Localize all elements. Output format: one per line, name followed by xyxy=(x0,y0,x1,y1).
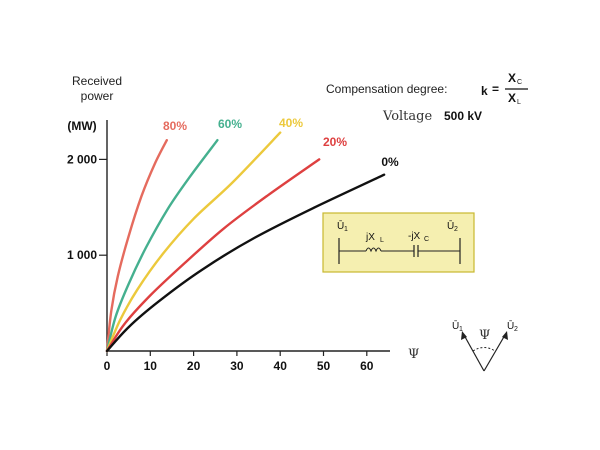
phasor-angle-arc xyxy=(472,347,496,352)
series-label-60pct: 60% xyxy=(218,117,242,131)
phasor-u2-sub: 2 xyxy=(514,326,518,333)
x-tick-label: 50 xyxy=(317,359,331,373)
phasor-u1-sub: 1 xyxy=(459,326,463,333)
phasor-u1-label: Ū xyxy=(452,320,459,332)
circuit-u2-sub: 2 xyxy=(454,226,458,233)
x-axis-label: Ψ xyxy=(408,347,419,362)
series-labels: 80% 60% 40% 20% 0% xyxy=(163,116,399,169)
compensation-label: Compensation degree: xyxy=(326,82,447,96)
voltage-label: Voltage xyxy=(382,109,432,124)
phasor-u2-vector xyxy=(483,334,506,372)
fraction-denominator: X xyxy=(508,91,516,105)
fraction-denominator-sub: L xyxy=(517,99,521,106)
equals-sign: = xyxy=(492,82,499,96)
series-label-40pct: 40% xyxy=(279,116,303,130)
circuit-jxc-sub: C xyxy=(424,236,429,243)
phasor-u1-vector xyxy=(463,334,485,372)
y-tick-label: 2 000 xyxy=(67,152,97,166)
y-axis-unit: (MW) xyxy=(67,119,96,133)
fraction-numerator-sub: C xyxy=(517,79,522,86)
series-label-20pct: 20% xyxy=(323,135,347,149)
series-line-60pct xyxy=(105,139,219,353)
fraction-numerator: X xyxy=(508,71,516,85)
x-tick-label: 10 xyxy=(144,359,158,373)
x-tick-label: 0 xyxy=(104,359,111,373)
circuit-jxc: -jX xyxy=(408,231,421,242)
phasor-u1-arrowhead xyxy=(461,331,467,340)
x-tick-label: 20 xyxy=(187,359,201,373)
circuit-jxl: jX xyxy=(365,232,375,243)
y-axis-label-line1: Received xyxy=(72,74,122,88)
circuit-jxl-sub: L xyxy=(380,237,384,244)
series-line-20pct xyxy=(105,158,321,353)
x-tick-label: 30 xyxy=(230,359,244,373)
curves xyxy=(105,131,386,353)
phasor-psi-label: Ψ xyxy=(479,328,490,343)
series-line-0pct xyxy=(105,173,386,353)
circuit-box xyxy=(322,212,475,273)
x-tick-label: 60 xyxy=(360,359,374,373)
inductor-coil xyxy=(365,247,382,253)
series-line-80pct xyxy=(105,139,168,353)
circuit-diagram: Ū 1 jX L -jX C Ū 2 xyxy=(322,212,475,273)
circuit-u1: Ū xyxy=(337,220,344,232)
series-line-40pct xyxy=(105,131,282,353)
compensation-formula: Compensation degree: k = X C X L xyxy=(326,71,528,106)
series-label-0pct: 0% xyxy=(381,155,399,169)
phasor-u2-arrowhead xyxy=(502,331,508,340)
x-tick-label: 40 xyxy=(274,359,288,373)
y-tick-label: 1 000 xyxy=(67,248,97,262)
k-symbol: k xyxy=(481,84,488,98)
circuit-u2: Ū xyxy=(447,220,454,232)
phasor-u2-label: Ū xyxy=(507,320,514,332)
phasor-diagram: Ū 1 Ψ Ū 2 xyxy=(452,320,518,372)
y-axis-label-line2: power xyxy=(81,89,114,103)
voltage-value: 500 kV xyxy=(444,109,482,123)
axis-ticks: 0 10 20 30 40 50 60 1 000 2 000 xyxy=(67,152,374,373)
circuit-u1-sub: 1 xyxy=(344,226,348,233)
series-label-80pct: 80% xyxy=(163,119,187,133)
